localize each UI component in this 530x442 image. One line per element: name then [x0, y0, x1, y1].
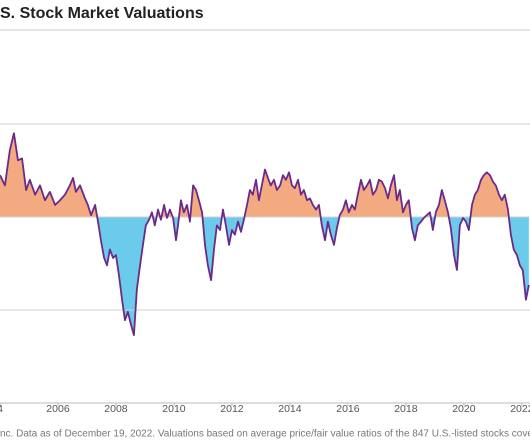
chart-title: S. Stock Market Valuations — [0, 5, 204, 22]
line — [0, 132, 530, 337]
area-above — [0, 133, 529, 217]
area-below — [0, 217, 529, 336]
x-tick-label: 4 — [0, 403, 3, 415]
x-tick-label: 2006 — [46, 403, 70, 415]
x-tick-label: 2018 — [394, 403, 418, 415]
x-tick-label: 2012 — [220, 403, 244, 415]
x-tick-label: 2020 — [452, 403, 476, 415]
x-tick-label: 2008 — [104, 403, 128, 415]
footnote: nc. Data as of December 19, 2022. Valuat… — [0, 429, 530, 440]
x-tick-label: 2016 — [336, 403, 360, 415]
x-tick-label: 2014 — [278, 403, 302, 415]
x-tick-label: 2022 — [510, 403, 530, 415]
x-tick-label: 2010 — [162, 403, 186, 415]
